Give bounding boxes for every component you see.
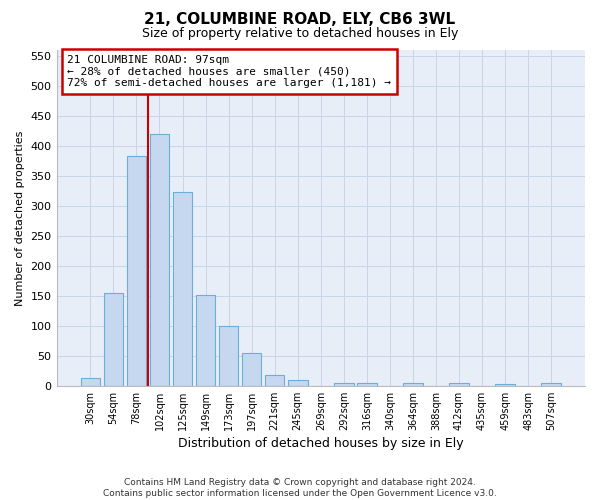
Bar — [541, 384, 561, 386]
Bar — [265, 375, 284, 386]
Bar — [334, 383, 353, 386]
Bar — [242, 353, 262, 386]
Bar — [104, 293, 123, 386]
Y-axis label: Number of detached properties: Number of detached properties — [15, 130, 25, 306]
Text: Size of property relative to detached houses in Ely: Size of property relative to detached ho… — [142, 28, 458, 40]
Bar — [288, 380, 308, 386]
Bar — [219, 326, 238, 386]
Bar — [357, 384, 377, 386]
Bar — [149, 134, 169, 386]
Bar — [127, 156, 146, 386]
Bar — [80, 378, 100, 386]
X-axis label: Distribution of detached houses by size in Ely: Distribution of detached houses by size … — [178, 437, 464, 450]
Bar — [403, 384, 423, 386]
Text: 21, COLUMBINE ROAD, ELY, CB6 3WL: 21, COLUMBINE ROAD, ELY, CB6 3WL — [145, 12, 455, 28]
Bar — [196, 294, 215, 386]
Bar — [173, 192, 193, 386]
Bar — [496, 384, 515, 386]
Bar — [449, 384, 469, 386]
Text: Contains HM Land Registry data © Crown copyright and database right 2024.
Contai: Contains HM Land Registry data © Crown c… — [103, 478, 497, 498]
Text: 21 COLUMBINE ROAD: 97sqm
← 28% of detached houses are smaller (450)
72% of semi-: 21 COLUMBINE ROAD: 97sqm ← 28% of detach… — [67, 55, 391, 88]
